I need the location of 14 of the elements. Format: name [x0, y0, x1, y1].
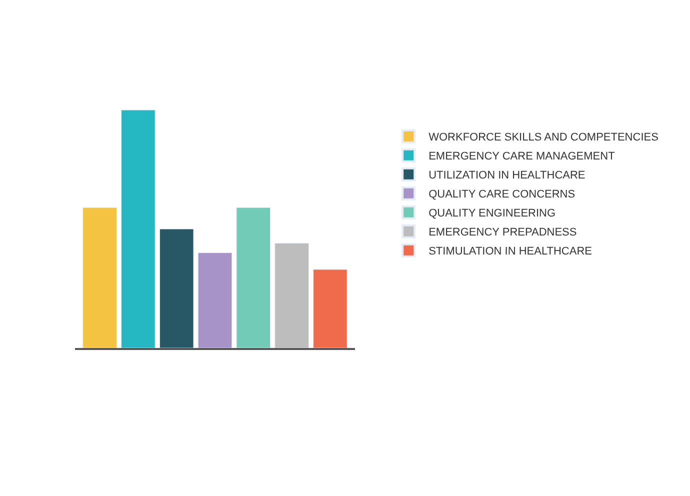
legend-label: QUALITY CARE CONCERNS — [428, 188, 576, 201]
legend-label: EMERGENCY CARE MANAGEMENT — [428, 150, 616, 163]
bar — [159, 228, 194, 348]
legend-label: WORKFORCE SKILLS AND COMPETENCIES — [428, 132, 658, 144]
legend-label: UTILIZATION IN HEALTHCARE — [428, 170, 586, 182]
legend-label: QUALITY ENGINEERING — [428, 208, 556, 220]
bar — [82, 207, 117, 348]
legend-label: STIMULATION IN HEALTHCARE — [428, 246, 592, 258]
bar — [313, 269, 348, 348]
legend-label: EMERGENCY PREPADNESS — [428, 226, 577, 239]
bar — [236, 207, 271, 348]
bar — [121, 110, 156, 348]
bar — [198, 252, 232, 348]
bar — [274, 243, 309, 348]
